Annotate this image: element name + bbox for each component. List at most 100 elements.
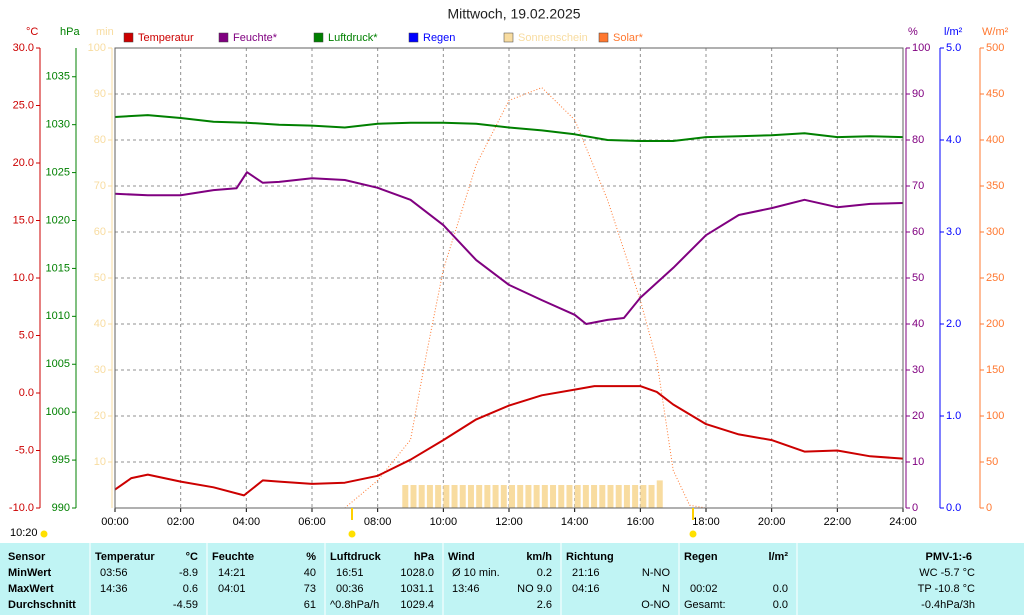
table-header: Feuchte bbox=[212, 551, 254, 563]
table-cell: 1029.4 bbox=[400, 599, 434, 611]
y-tick-label: 100 bbox=[986, 410, 1004, 422]
legend-label: Temperatur bbox=[138, 32, 194, 44]
table-cell: 13:46 bbox=[452, 583, 480, 595]
bar bbox=[492, 485, 499, 508]
bar bbox=[558, 485, 565, 508]
y-tick-label: 500 bbox=[986, 42, 1004, 54]
x-tick-label: 20:00 bbox=[758, 516, 786, 528]
axis-unit-label: W/m² bbox=[982, 26, 1009, 38]
table-cell: Gesamt: bbox=[684, 599, 726, 611]
y-tick-label: 5.0 bbox=[946, 42, 961, 54]
y-tick-label: 4.0 bbox=[946, 134, 961, 146]
bar bbox=[525, 485, 532, 508]
bar bbox=[410, 485, 417, 508]
bar bbox=[640, 485, 647, 508]
legend-swatch bbox=[408, 32, 419, 43]
table-cell: 03:56 bbox=[100, 567, 128, 579]
bar bbox=[443, 485, 450, 508]
time-label: 10:20 bbox=[10, 527, 38, 539]
bar bbox=[476, 485, 483, 508]
table-header: PMV-1:-6 bbox=[926, 551, 972, 563]
table-cell: NO 9.0 bbox=[517, 583, 552, 595]
bar bbox=[566, 485, 573, 508]
x-tick-label: 04:00 bbox=[233, 516, 261, 528]
table-cell: O-NO bbox=[641, 599, 670, 611]
sun-icon bbox=[348, 530, 356, 538]
plot-border bbox=[114, 47, 904, 509]
y-tick-label: 400 bbox=[986, 134, 1004, 146]
table-cell: Ø 10 min. bbox=[452, 567, 500, 579]
y-tick-label: 20 bbox=[912, 410, 924, 422]
y-tick-label: 50 bbox=[94, 272, 106, 284]
table-cell: 04:16 bbox=[572, 583, 600, 595]
table-cell: N-NO bbox=[642, 567, 671, 579]
bar bbox=[607, 485, 614, 508]
bar bbox=[533, 485, 540, 508]
legend-swatch bbox=[313, 32, 324, 43]
table-cell: 0.0 bbox=[773, 599, 788, 611]
table-cell: 2.6 bbox=[537, 599, 552, 611]
x-tick-label: 02:00 bbox=[167, 516, 195, 528]
y-tick-label: 1015 bbox=[46, 262, 70, 274]
bar bbox=[582, 485, 589, 508]
y-tick-label: 80 bbox=[94, 134, 106, 146]
table-cell: 40 bbox=[304, 567, 316, 579]
bar bbox=[632, 485, 639, 508]
y-tick-label: -10.0 bbox=[9, 502, 34, 514]
table-cell: N bbox=[662, 583, 670, 595]
table-cell: 0.0 bbox=[773, 583, 788, 595]
x-tick-label: 22:00 bbox=[824, 516, 852, 528]
row-label: Durchschnitt bbox=[8, 599, 76, 611]
table-cell: 00:02 bbox=[690, 583, 718, 595]
y-tick-label: 40 bbox=[94, 318, 106, 330]
x-tick-label: 08:00 bbox=[364, 516, 392, 528]
bar bbox=[623, 485, 630, 508]
y-tick-label: 10 bbox=[94, 456, 106, 468]
bar bbox=[541, 485, 548, 508]
bar bbox=[599, 485, 606, 508]
x-tick-label: 18:00 bbox=[692, 516, 720, 528]
bar bbox=[509, 485, 515, 508]
table-cell: -0.4hPa/3h bbox=[921, 599, 975, 611]
y-tick-label: 20.0 bbox=[13, 157, 34, 169]
legend-swatch bbox=[598, 32, 609, 43]
table-cell: 0.6 bbox=[183, 583, 198, 595]
axis-unit-label: min bbox=[96, 26, 114, 38]
series-line bbox=[114, 171, 904, 325]
table-header: Wind bbox=[448, 551, 475, 563]
bar bbox=[426, 485, 433, 508]
bar bbox=[459, 485, 466, 508]
legend-swatch bbox=[123, 32, 134, 43]
axis-unit-label: hPa bbox=[60, 26, 80, 38]
bar bbox=[550, 485, 557, 508]
y-tick-label: 0.0 bbox=[19, 387, 34, 399]
y-tick-label: 350 bbox=[986, 180, 1004, 192]
y-tick-label: 1035 bbox=[46, 71, 70, 83]
table-cell: 00:36 bbox=[336, 583, 364, 595]
row-label: MaxWert bbox=[8, 583, 54, 595]
y-tick-label: 250 bbox=[986, 272, 1004, 284]
table-header: l/m² bbox=[768, 551, 788, 563]
axis-unit-label: °C bbox=[26, 26, 38, 38]
y-tick-label: 150 bbox=[986, 364, 1004, 376]
bar bbox=[648, 485, 655, 508]
y-tick-label: 5.0 bbox=[19, 329, 34, 341]
x-tick-label: 16:00 bbox=[627, 516, 655, 528]
sun-icon bbox=[40, 530, 48, 538]
table-header: °C bbox=[186, 551, 198, 563]
bar bbox=[574, 485, 581, 508]
y-tick-label: 50 bbox=[912, 272, 924, 284]
x-tick-label: 12:00 bbox=[495, 516, 523, 528]
legend-swatch bbox=[503, 32, 514, 43]
y-tick-label: 30.0 bbox=[13, 42, 34, 54]
axis-unit-label: % bbox=[908, 26, 918, 38]
bar bbox=[418, 485, 425, 508]
y-tick-label: 80 bbox=[912, 134, 924, 146]
table-background bbox=[0, 543, 1024, 615]
table-cell: 61 bbox=[304, 599, 316, 611]
x-tick-label: 14:00 bbox=[561, 516, 589, 528]
y-tick-label: 3.0 bbox=[946, 226, 961, 238]
bar bbox=[484, 485, 491, 508]
table-cell: 1028.0 bbox=[400, 567, 434, 579]
